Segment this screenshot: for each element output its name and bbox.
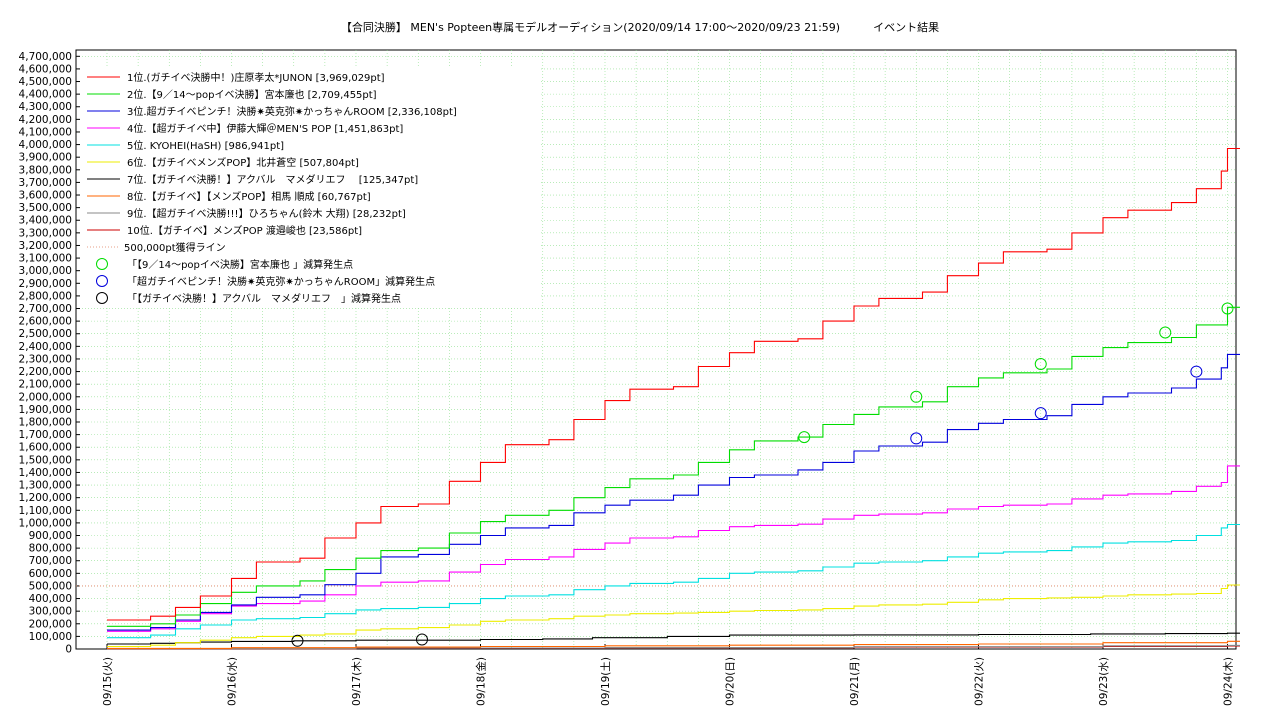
y-tick-label: 1,300,000 (19, 480, 72, 492)
y-tick-label: 1,400,000 (19, 467, 72, 479)
y-tick-label: 2,300,000 (19, 353, 72, 365)
legend-label: 500,000pt獲得ライン (124, 241, 226, 254)
series-line (107, 353, 1240, 631)
subtraction-marker (910, 390, 923, 403)
y-tick-label: 4,300,000 (19, 101, 72, 113)
y-tick-label: 1,100,000 (19, 505, 72, 517)
series-line (107, 147, 1240, 621)
x-tick-label: 09/24(木) (1223, 657, 1235, 706)
y-tick-label: 1,800,000 (19, 417, 72, 429)
y-tick-label: 4,000,000 (19, 139, 72, 151)
x-tick-label: 09/19(土) (599, 657, 612, 706)
y-tick-label: 1,600,000 (19, 442, 72, 454)
y-tick-label: 700,000 (29, 555, 72, 567)
y-tick-label: 2,500,000 (19, 328, 72, 340)
y-tick-label: 3,900,000 (19, 152, 72, 164)
y-tick-label: 3,400,000 (19, 215, 72, 227)
y-tick-label: 1,900,000 (19, 404, 72, 416)
legend-label: 3位.超ガチイベピンチ！決勝✷英克弥✷かっちゃんROOM [2,336,108p… (127, 105, 457, 118)
subtraction-marker (291, 634, 304, 647)
y-tick-label: 2,900,000 (19, 278, 72, 290)
series-line (107, 632, 1240, 645)
subtraction-marker (1190, 365, 1203, 378)
y-tick-label: 2,100,000 (19, 379, 72, 391)
series-line (107, 584, 1240, 648)
legend-label: 「【ガチイベ決勝！】アクバル マメダリエフ 」減算発生点 (127, 292, 401, 305)
y-tick-label: 2,400,000 (19, 341, 72, 353)
y-tick-label: 3,500,000 (19, 202, 72, 214)
series-line (107, 465, 1240, 632)
legend-label: 9位.【超ガチイベ決勝!!!】ひろちゃん(鈴木 大翔) [28,232pt] (127, 207, 406, 220)
subtraction-marker (1034, 358, 1047, 371)
y-tick-label: 200,000 (29, 618, 72, 630)
y-tick-label: 2,000,000 (19, 391, 72, 403)
legend-label: 「【9／14～popイベ決勝】宮本廉也 」減算発生点 (127, 258, 353, 271)
y-tick-label: 2,200,000 (19, 366, 72, 378)
y-tick-label: 0 (65, 644, 72, 656)
legend-label: 10位.【ガチイベ】メンズPOP 渡邉峻也 [23,586pt] (127, 224, 362, 237)
y-tick-label: 600,000 (29, 568, 72, 580)
y-tick-label: 1,500,000 (19, 454, 72, 466)
series-line (107, 640, 1240, 649)
plot-frame (75, 49, 1237, 650)
legend-marker (96, 275, 108, 287)
x-tick-label: 09/18(金) (475, 657, 488, 706)
y-tick-label: 2,800,000 (19, 290, 72, 302)
x-tick-label: 09/16(水) (227, 657, 239, 706)
x-tick-label: 09/17(木) (351, 657, 363, 706)
legend-label: 1位.(ガチイベ決勝中！)庄原孝太*JUNON [3,969,029pt] (127, 71, 385, 84)
y-tick-label: 2,600,000 (19, 316, 72, 328)
y-tick-label: 1,700,000 (19, 429, 72, 441)
legend-label: 「超ガチイベピンチ！決勝✷英克弥✷かっちゃんROOM」減算発生点 (127, 275, 435, 288)
y-tick-label: 400,000 (29, 593, 72, 605)
subtraction-marker (1034, 407, 1047, 420)
y-tick-label: 500,000 (29, 580, 72, 592)
subtraction-marker (415, 633, 428, 646)
subtraction-marker (910, 432, 923, 445)
y-tick-label: 3,100,000 (19, 253, 72, 265)
legend-box (80, 68, 540, 306)
subtraction-marker (1221, 302, 1234, 315)
y-tick-label: 2,700,000 (19, 303, 72, 315)
y-tick-label: 300,000 (29, 606, 72, 618)
y-tick-label: 3,000,000 (19, 265, 72, 277)
y-tick-label: 3,600,000 (19, 190, 72, 202)
y-tick-label: 4,600,000 (19, 63, 72, 75)
series-line (107, 306, 1240, 627)
y-tick-label: 1,000,000 (19, 517, 72, 529)
legend-label: 2位.【9／14～popイベ決勝】宮本廉也 [2,709,455pt] (127, 88, 377, 101)
y-tick-label: 3,300,000 (19, 227, 72, 239)
y-tick-label: 4,700,000 (19, 51, 72, 63)
y-tick-label: 3,800,000 (19, 164, 72, 176)
x-tick-label: 09/22(火) (974, 657, 986, 706)
y-tick-label: 4,100,000 (19, 126, 72, 138)
series-line (107, 523, 1240, 639)
legend-label: 7位.【ガチイベ決勝！】アクバル マメダリエフ [125,347pt] (127, 173, 418, 186)
x-tick-label: 09/21(月) (849, 657, 861, 706)
y-tick-label: 4,200,000 (19, 114, 72, 126)
y-tick-label: 900,000 (29, 530, 72, 542)
subtraction-marker (798, 431, 811, 444)
legend-marker (96, 258, 108, 270)
y-tick-label: 3,700,000 (19, 177, 72, 189)
x-tick-label: 09/15(火) (102, 657, 114, 706)
y-tick-label: 800,000 (29, 543, 72, 555)
y-tick-label: 100,000 (29, 631, 72, 643)
legend-label: 6位.【ガチイベメンズPOP】北井蒼空 [507,804pt] (127, 156, 359, 169)
x-tick-label: 09/20(日) (725, 657, 737, 706)
legend-label: 8位.【ガチイベ】【メンズPOP】相馬 順成 [60,767pt] (127, 190, 371, 203)
subtraction-marker (1159, 326, 1172, 339)
legend-label: 5位. KYOHEI(HaSH) [986,941pt] (127, 139, 284, 152)
x-tick-label: 09/23(水) (1098, 657, 1110, 706)
y-tick-label: 4,500,000 (19, 76, 72, 88)
legend-marker (96, 292, 108, 304)
legend-label: 4位.【超ガチイベ中】伊藤大輝＠MEN'S POP [1,451,863pt] (127, 122, 403, 135)
y-tick-label: 4,400,000 (19, 89, 72, 101)
chart-title: 【合同決勝】 MEN's Popteen専属モデルオーディション(2020/09… (340, 21, 940, 34)
y-tick-label: 3,200,000 (19, 240, 72, 252)
y-tick-label: 1,200,000 (19, 492, 72, 504)
